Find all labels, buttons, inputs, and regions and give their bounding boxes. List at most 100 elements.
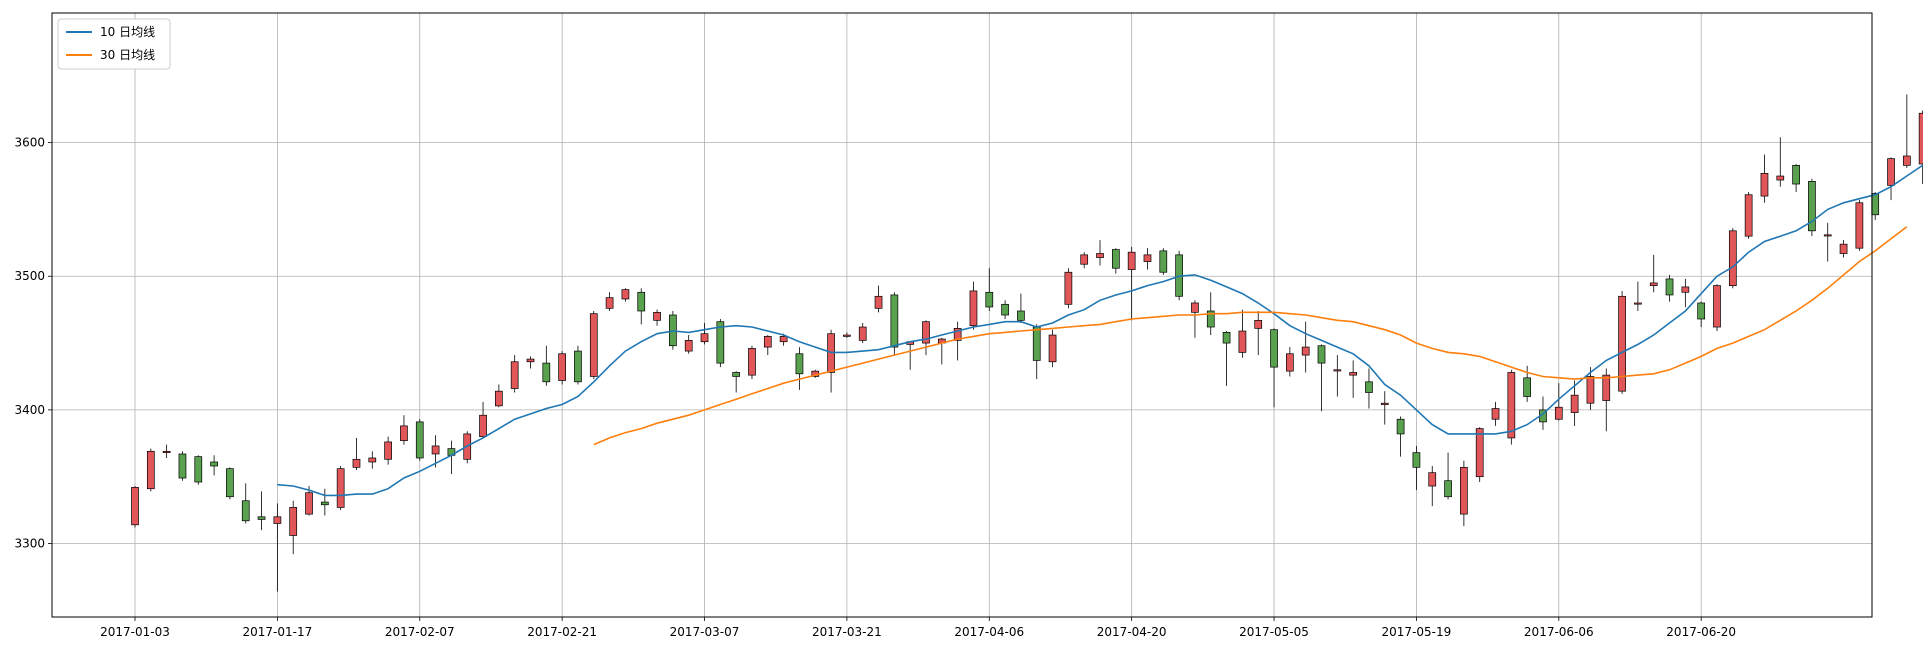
plot-frame <box>51 12 1873 618</box>
candle-body <box>1333 369 1342 372</box>
candle-body <box>1206 310 1215 328</box>
candle-body <box>1475 428 1484 478</box>
candle-body <box>1270 329 1278 368</box>
x-tick-label: 2017-03-07 <box>670 625 740 639</box>
legend-label-ma30: 30 日均线 <box>100 48 155 62</box>
legend-label-ma10: 10 日均线 <box>100 25 155 39</box>
candle-body <box>273 516 282 524</box>
candle-body <box>1460 466 1468 515</box>
candle-body <box>763 336 772 348</box>
candle-body <box>1554 406 1563 420</box>
candle-body <box>732 372 741 377</box>
candle-body <box>843 334 851 337</box>
candle-body <box>542 362 551 383</box>
candle-body <box>1634 302 1642 305</box>
candle-body <box>1444 480 1452 498</box>
candle-body <box>1111 249 1120 269</box>
grid-lines <box>52 13 1872 617</box>
x-tick-label: 2017-04-20 <box>1097 625 1167 639</box>
candle-body <box>1032 326 1041 361</box>
candle-body <box>336 468 345 508</box>
candle-body <box>1080 254 1089 265</box>
candle-body <box>700 333 709 343</box>
candle-body <box>194 456 203 483</box>
candle-body <box>1744 194 1753 237</box>
candle-body <box>1839 243 1848 254</box>
candle-body <box>1380 402 1389 405</box>
candle-body <box>1507 372 1516 439</box>
candle-body <box>1618 295 1626 392</box>
candle-body <box>1428 472 1437 487</box>
candle-body <box>1713 285 1721 328</box>
candle-body <box>748 348 756 376</box>
candle-body <box>1491 408 1500 420</box>
candle-body <box>241 500 250 522</box>
candle-body <box>1665 278 1674 296</box>
candle-body <box>684 340 693 352</box>
ma30-line <box>593 226 1908 446</box>
candle-body <box>431 445 440 455</box>
candle-body <box>1159 250 1168 273</box>
candle-body <box>1191 302 1199 313</box>
candle-body <box>210 461 218 467</box>
candle-body <box>495 390 503 407</box>
candle-body <box>1286 353 1294 372</box>
x-tick-label: 2017-02-07 <box>385 625 455 639</box>
moving-average-lines <box>277 164 1923 497</box>
candle-body <box>1728 230 1737 286</box>
candle-body <box>589 313 598 377</box>
x-tick-label: 2017-03-21 <box>812 625 882 639</box>
candle-body <box>368 457 377 463</box>
candle-body <box>1127 251 1136 270</box>
candle-body <box>1855 202 1864 249</box>
candle-body <box>1792 164 1800 185</box>
candle-body <box>146 450 155 490</box>
candle-body <box>1096 253 1104 258</box>
candle-body <box>1222 332 1231 344</box>
x-tick-label: 2017-04-06 <box>954 625 1024 639</box>
y-tick-label: 3400 <box>14 403 45 417</box>
x-tick-label: 2017-06-06 <box>1524 625 1594 639</box>
candle-body <box>510 361 519 389</box>
candle-body <box>226 468 234 498</box>
candle-body <box>1918 112 1923 165</box>
candle-body <box>969 290 978 327</box>
candle-body <box>1317 345 1326 364</box>
candle-body <box>953 328 962 341</box>
candle-body <box>162 450 171 453</box>
candle-body <box>922 321 930 344</box>
candle-body <box>1412 452 1421 468</box>
candle-body <box>479 414 487 437</box>
candle-body <box>1649 282 1658 286</box>
candle-body <box>1823 234 1832 237</box>
candle-body <box>1238 330 1247 353</box>
candle-body <box>352 458 361 468</box>
candle-body <box>1048 334 1057 363</box>
y-tick-label: 3600 <box>14 136 45 150</box>
candle-body <box>178 453 187 479</box>
candle-body <box>1523 377 1532 397</box>
legend: 10 日均线 30 日均线 <box>57 18 171 70</box>
candles-layer <box>131 94 1923 592</box>
candle-body <box>320 501 329 506</box>
candle-body <box>985 291 994 308</box>
candle-body <box>1143 254 1152 262</box>
candle-body <box>1808 181 1816 232</box>
candle-body <box>637 291 646 312</box>
ma10-line <box>277 164 1923 497</box>
x-tick-label: 2017-01-03 <box>100 625 170 639</box>
candle-body <box>1254 319 1263 329</box>
candle-body <box>1602 374 1611 401</box>
candle-body <box>621 289 630 300</box>
candle-body <box>574 350 582 383</box>
candle-body <box>890 294 899 348</box>
candle-body <box>858 326 867 341</box>
candle-body <box>1697 302 1706 320</box>
x-tick-label: 2017-02-21 <box>527 625 597 639</box>
x-tick-label: 2017-01-17 <box>243 625 313 639</box>
candle-body <box>257 516 266 520</box>
candle-body <box>795 353 804 375</box>
plot-area <box>52 13 1872 617</box>
candle-body <box>384 441 392 460</box>
